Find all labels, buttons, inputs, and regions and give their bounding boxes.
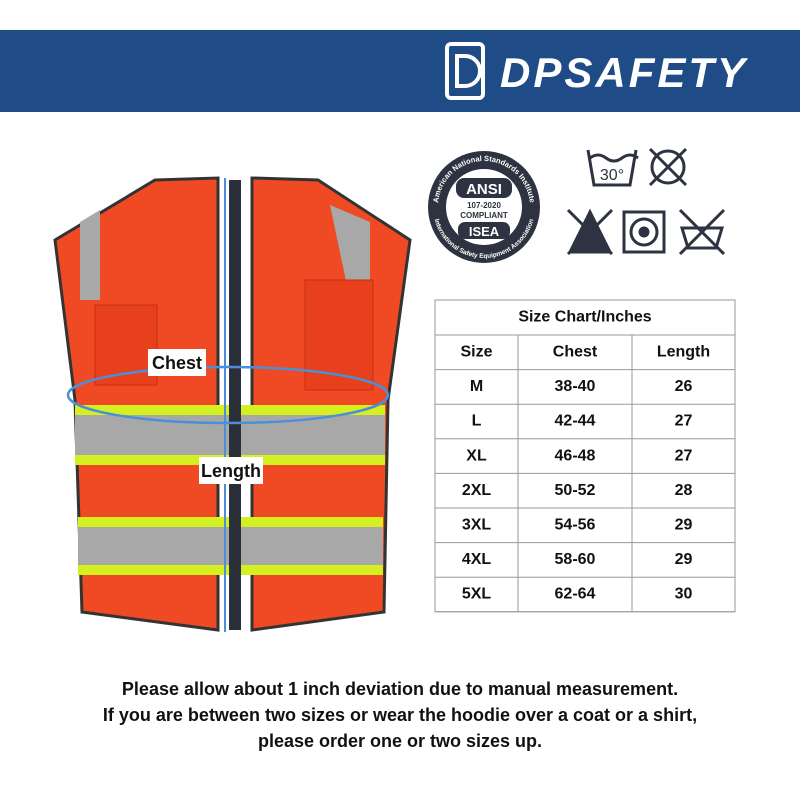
table-cell: 27 xyxy=(675,413,693,430)
table-cell: 26 xyxy=(675,378,693,395)
table-title: Size Chart/Inches xyxy=(518,309,651,326)
length-label: Length xyxy=(201,461,261,481)
vest: Chest Length xyxy=(53,176,412,632)
header-cell: Size xyxy=(460,344,492,361)
logo-icon xyxy=(445,42,485,100)
table-cell: 38-40 xyxy=(555,378,596,395)
badge-compliant: COMPLIANT xyxy=(460,211,508,220)
no-dryclean xyxy=(650,149,686,185)
tumble-dry xyxy=(622,210,666,254)
table-cell: 46-48 xyxy=(555,447,596,464)
cross xyxy=(678,208,726,256)
logo-d xyxy=(455,54,482,88)
badge-isea-box xyxy=(458,222,510,239)
ansi-badge: American National Standards Institute In… xyxy=(428,151,540,263)
table-cell: 2XL xyxy=(462,482,492,499)
table-cell: L xyxy=(472,413,482,430)
zipper xyxy=(229,180,241,630)
table-cell: 62-64 xyxy=(555,586,596,603)
table-cell: 29 xyxy=(675,517,693,534)
table-cell: 54-56 xyxy=(555,517,596,534)
note: please order one or two sizes up. xyxy=(258,731,542,751)
table-cell: 4XL xyxy=(462,551,492,568)
badge-standard: 107-2020 xyxy=(467,201,501,210)
size-table: Size Chart/Inches Size Chest Length M 38-40 26… xyxy=(434,299,736,613)
tumble-dot xyxy=(638,226,650,238)
care-icons: 30° xyxy=(566,147,726,256)
table-cell: 30 xyxy=(675,586,693,603)
header-band xyxy=(0,30,800,112)
table-cell: 27 xyxy=(675,447,693,464)
table-cell: 42-44 xyxy=(555,413,596,430)
wash-water xyxy=(589,153,639,163)
badge-ansi: ANSI xyxy=(466,181,502,198)
badge-ansi-box xyxy=(456,178,512,198)
table-cell: 29 xyxy=(675,551,693,568)
chest-ellipse xyxy=(66,365,390,425)
badge-isea: ISEA xyxy=(469,224,500,239)
brand: DPSAFETY xyxy=(500,49,749,96)
tumble-circle xyxy=(629,217,659,247)
table-cell: 58-60 xyxy=(555,551,596,568)
header-cell: Chest xyxy=(553,344,598,361)
note: Please allow about 1 inch deviation due … xyxy=(122,679,678,699)
table-cell: 5XL xyxy=(462,586,492,603)
length-label-box xyxy=(199,457,263,484)
wash-icon xyxy=(586,149,638,187)
shoulder-bands xyxy=(80,205,370,300)
logo: DPSAFETY xyxy=(445,42,749,100)
note: If you are between two sizes or wear the… xyxy=(103,705,697,725)
table-border xyxy=(434,299,736,613)
wash-temp: 30° xyxy=(600,167,624,184)
table-cell: 50-52 xyxy=(555,482,596,499)
table-cell: XL xyxy=(466,447,487,464)
table-cell: 3XL xyxy=(462,517,492,534)
table-cell: M xyxy=(470,378,483,395)
pocket xyxy=(304,279,374,391)
chest-label: Chest xyxy=(152,353,202,373)
table-cell: 28 xyxy=(675,482,693,499)
chest-label-box xyxy=(148,349,206,376)
cross xyxy=(648,147,688,187)
header-cell: Length xyxy=(657,344,710,361)
cross xyxy=(566,208,614,256)
